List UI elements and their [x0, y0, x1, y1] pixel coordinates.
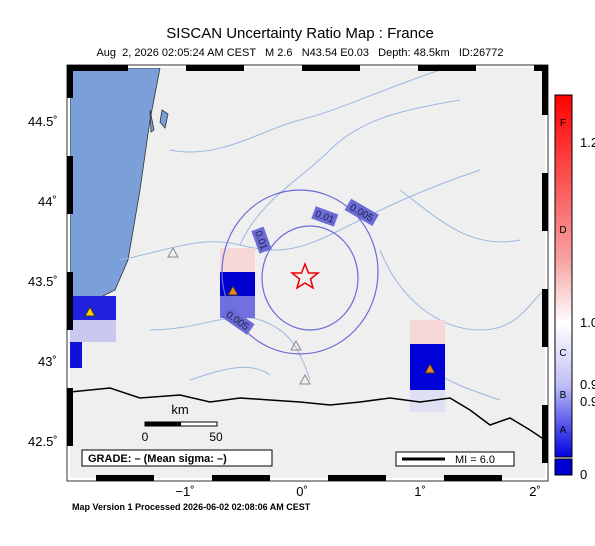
mi-box — [395, 451, 515, 467]
colorbar-zero — [554, 458, 573, 476]
lat-label: 44.5˚ — [28, 114, 58, 129]
colorbar-tick: 1.0 — [580, 315, 595, 330]
footer: Map Version 1 Processed 2026-06-02 02:08… — [72, 502, 311, 512]
scale-start: 0 — [142, 430, 149, 444]
lon-label: 0˚ — [296, 484, 308, 499]
estuary — [149, 109, 169, 133]
grade-letter: C — [559, 348, 566, 359]
lon-label: 1˚ — [414, 484, 426, 499]
lat-label: 43.5˚ — [28, 274, 58, 289]
scale-end: 50 — [209, 430, 223, 444]
grade: GRADE: – (Mean sigma: –) — [88, 453, 227, 465]
lat-label: 42.5˚ — [28, 434, 58, 449]
scale-unit: km — [171, 402, 188, 417]
lat-label: 43˚ — [38, 354, 57, 369]
subtitle: Aug 2, 2026 02:05:24 AM CEST M 2.6 N43.5… — [96, 47, 503, 59]
grade-letter: D — [559, 225, 566, 236]
lon-label: 2˚ — [529, 484, 541, 499]
colorbar-gradient — [554, 94, 573, 458]
land — [70, 68, 545, 478]
contours — [221, 189, 379, 355]
grade-letter: F — [560, 118, 566, 129]
map-area: 0.01 0.005 0.01 0.005 km 0 50 GRADE: – (… — [70, 68, 545, 478]
map-outline — [66, 64, 549, 482]
lon-label: −1˚ — [175, 484, 194, 499]
grade-letter: A — [560, 425, 567, 436]
title: SISCAN Uncertainty Ratio Map : France — [166, 25, 434, 42]
grade-letter: B — [560, 390, 567, 401]
map-frame — [67, 65, 548, 481]
stations — [84, 246, 436, 385]
grade-box — [81, 449, 273, 467]
lat-label: 44˚ — [38, 194, 57, 209]
colorbar-tick: 0.9 — [580, 377, 595, 392]
mi-label: MI = 6.0 — [455, 454, 495, 466]
border — [70, 387, 545, 441]
colorbar-tick: 0 — [580, 467, 587, 482]
colorbar-tick: 1.2 — [580, 135, 595, 150]
rivers — [119, 69, 545, 401]
colorbar-tick: 0.9 — [580, 394, 595, 409]
lat-labels: 44.5˚ 44˚ 43.5˚ 43˚ 42.5˚ — [28, 114, 58, 449]
lon-labels: −1˚ 0˚ 1˚ 2˚ — [175, 484, 540, 499]
epicenter — [289, 261, 321, 290]
colorbar: F D C B A 1.2 1.0 0.9 0.9 0 — [554, 94, 595, 482]
scale-bar: km 0 50 — [142, 402, 223, 444]
